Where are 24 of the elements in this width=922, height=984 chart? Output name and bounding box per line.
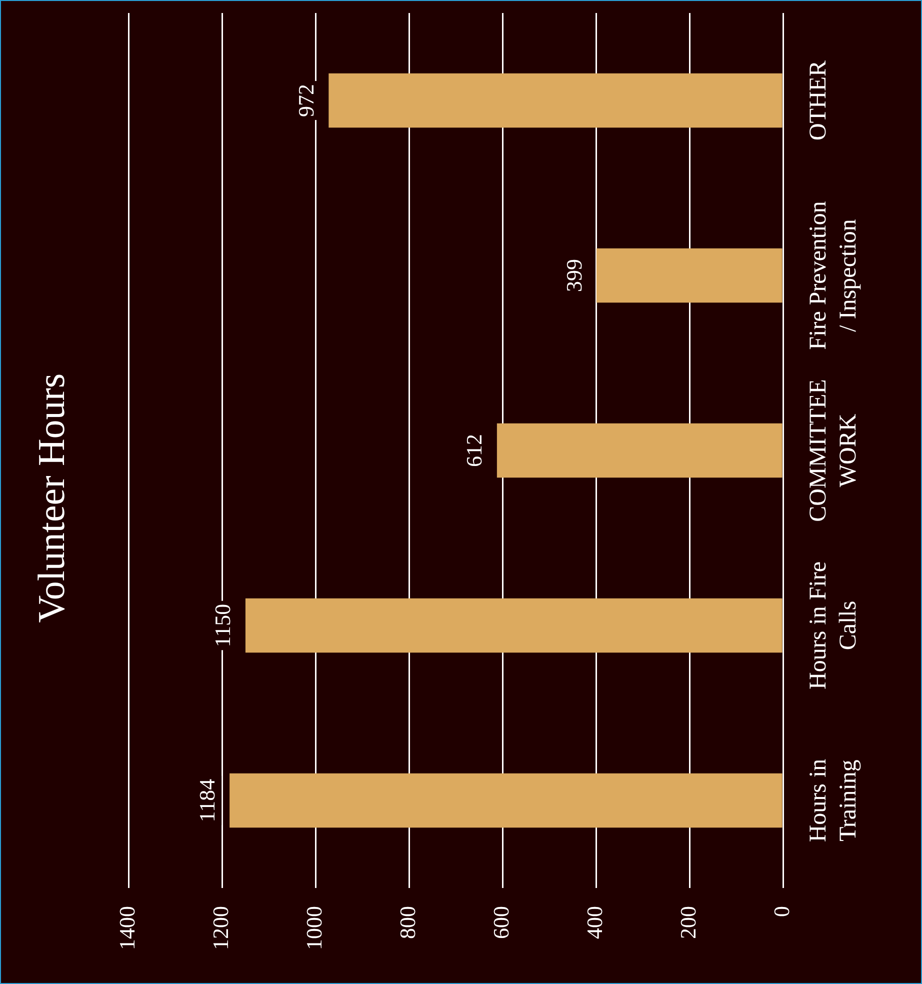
x-tick-label: 1000 [301, 906, 326, 950]
bar [245, 598, 782, 653]
bar [596, 248, 782, 303]
x-tick-label: 800 [394, 906, 420, 939]
y-tick-label: COMMITTEE WORK [805, 379, 862, 522]
x-tick-label: 600 [488, 906, 514, 939]
data-label: 612 [462, 434, 487, 467]
y-tick-label: OTHER [805, 60, 832, 140]
y-tick-label: Hours in Fire Calls [805, 562, 862, 690]
bar [496, 423, 782, 478]
text: Volunteer Hours [30, 373, 73, 623]
data-label: 399 [561, 259, 586, 292]
y-tick-label: Hours in Training [805, 758, 862, 842]
data-label: 1150 [210, 604, 236, 648]
data-label: 972 [293, 84, 318, 117]
data-label: 1184 [194, 778, 220, 822]
bar [328, 73, 782, 128]
x-tick-label: 1200 [208, 906, 233, 950]
x-tick-label: 1400 [114, 906, 140, 950]
x-tick-label: 0 [768, 906, 794, 917]
bar [230, 773, 782, 828]
x-tick-label: 200 [675, 906, 700, 939]
y-tick-label: Fire Prevention / Inspection [805, 201, 862, 350]
x-tick-label: 400 [582, 906, 607, 939]
